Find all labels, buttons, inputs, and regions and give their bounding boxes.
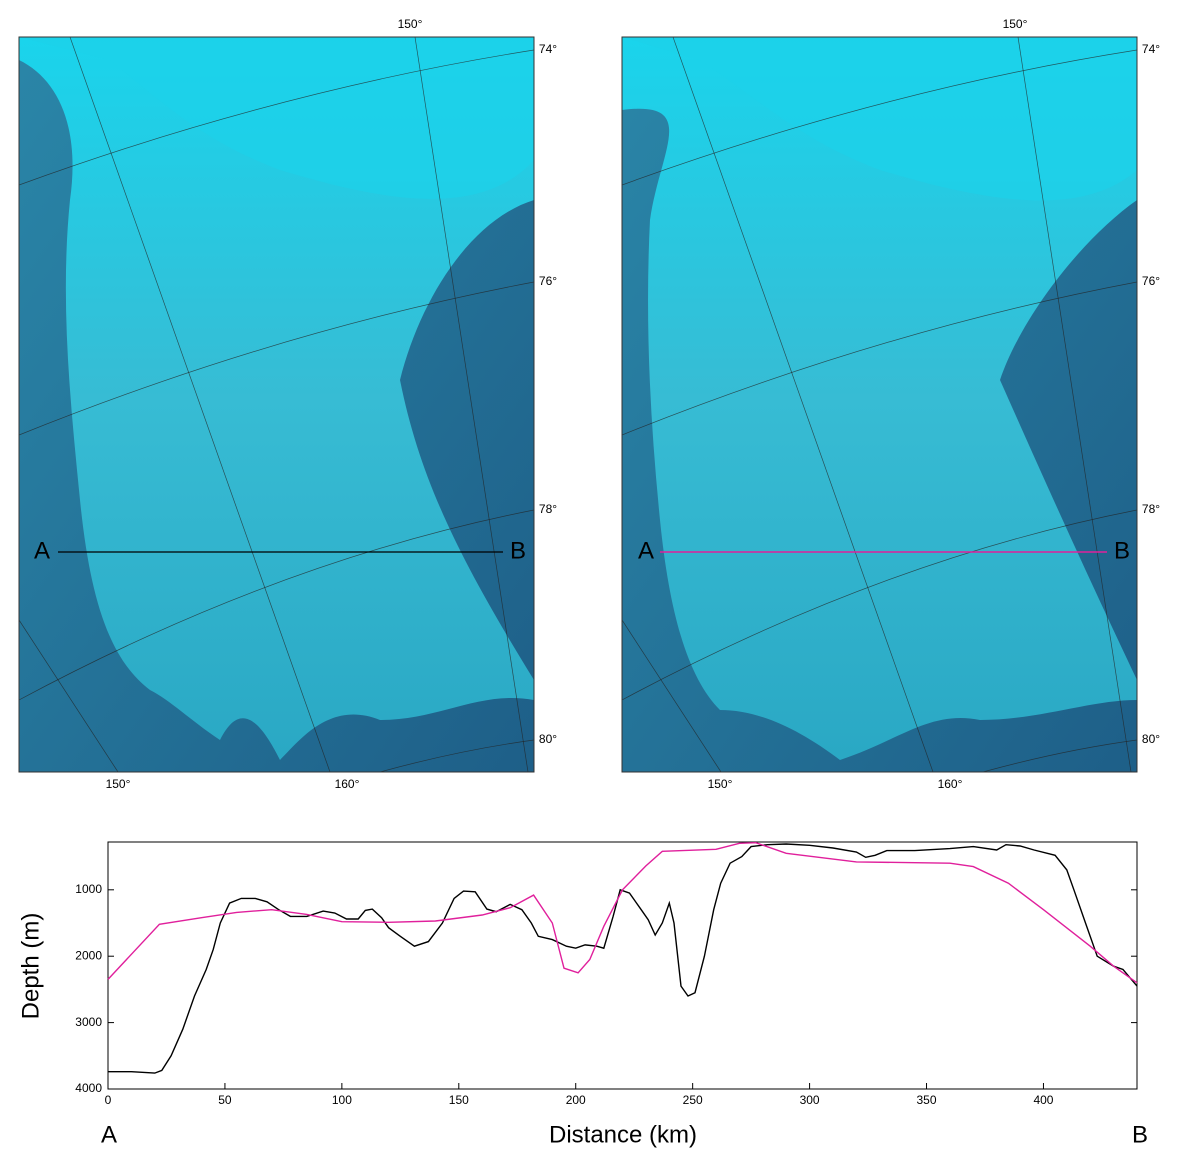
map-right	[622, 37, 1137, 772]
y-tick-label: 2000	[75, 948, 102, 962]
y-tick-label: 1000	[75, 882, 102, 896]
point-label: B	[1114, 537, 1130, 564]
x-tick-label: 150	[449, 1093, 469, 1107]
plot-frame	[107, 841, 1138, 1090]
lat-label: 78°	[539, 502, 557, 516]
y-axis-title: Depth (m)	[17, 913, 44, 1020]
x-tick-label: 400	[1033, 1093, 1053, 1107]
x-axis-title: Distance (km)	[549, 1121, 697, 1148]
profile-line	[107, 841, 1138, 984]
profile-line	[108, 843, 1138, 1074]
x-tick-label: 200	[566, 1093, 586, 1107]
lon-label: 160°	[335, 777, 360, 791]
annotation: A	[101, 1121, 117, 1148]
lat-label: 76°	[1142, 274, 1160, 288]
x-tick-label: 100	[332, 1093, 352, 1107]
lat-label: 80°	[539, 732, 557, 746]
lon-label: 150°	[398, 17, 423, 31]
x-tick-label: 0	[105, 1093, 112, 1107]
annotation: B	[1132, 1121, 1148, 1148]
lon-label: 150°	[106, 777, 131, 791]
x-tick-label: 350	[917, 1093, 937, 1107]
lat-label: 74°	[539, 42, 557, 56]
lat-label: 76°	[539, 274, 557, 288]
y-tick-label: 3000	[75, 1015, 102, 1029]
point-label: A	[638, 537, 654, 564]
x-tick-label: 250	[683, 1093, 703, 1107]
lat-label: 80°	[1142, 732, 1160, 746]
lon-label: 160°	[938, 777, 963, 791]
profile-chart: Distance (km) Depth (m) A B 0 50 100 150 200…	[17, 841, 1148, 1148]
lat-label: 74°	[1142, 42, 1160, 56]
point-label: B	[510, 537, 526, 564]
map-labels: 74° 76° 78° 80° 150° 150° 160° A B 74° 7…	[34, 17, 1160, 791]
y-tick-label: 4000	[75, 1081, 102, 1095]
point-label: A	[34, 537, 50, 564]
lon-label: 150°	[708, 777, 733, 791]
x-tick-label: 300	[800, 1093, 820, 1107]
lon-label: 150°	[1003, 17, 1028, 31]
x-tick-label: 50	[218, 1093, 232, 1107]
lat-label: 78°	[1142, 502, 1160, 516]
map-left	[19, 37, 534, 772]
